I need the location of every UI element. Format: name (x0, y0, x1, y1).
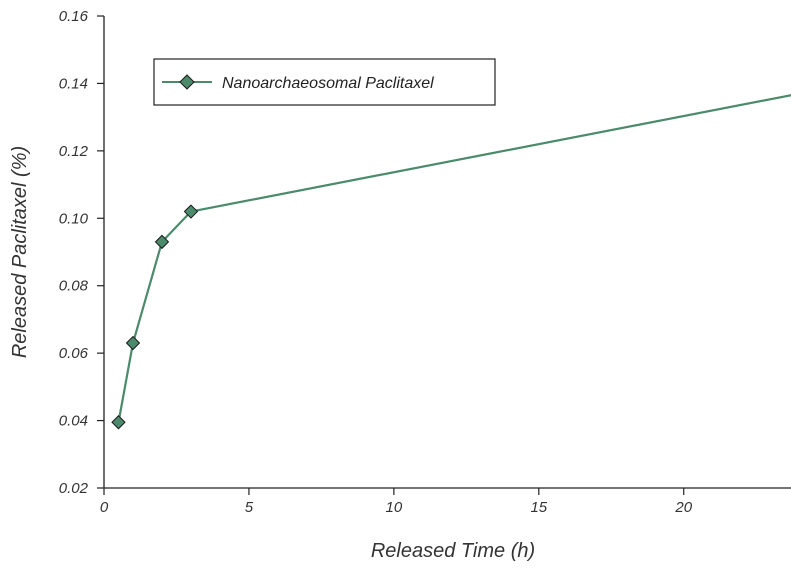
data-point (154, 234, 170, 250)
data-point (111, 415, 126, 430)
data-point (183, 204, 199, 219)
x-tick-label: 5 (245, 499, 254, 516)
legend: Nanoarchaeosomal Paclitaxel (153, 58, 496, 106)
y-axis-ticks: 0.02 0.04 0.06 0.08 0.10 0.12 0.14 0.16 (59, 8, 104, 497)
legend-series-label: Nanoarchaeosomal Paclitaxel (222, 75, 434, 92)
y-tick-label: 0.04 (59, 413, 88, 430)
y-tick-label: 0.14 (59, 75, 88, 92)
x-axis-ticks: 0 5 10 15 20 (100, 488, 693, 516)
x-axis-title: Released Time (h) (371, 540, 535, 562)
series-line (117, 94, 791, 423)
x-tick-label: 20 (674, 499, 692, 516)
axes (103, 16, 791, 489)
x-tick-label: 15 (530, 499, 547, 516)
x-tick-label: 0 (100, 499, 109, 516)
y-tick-label: 0.08 (59, 278, 89, 295)
y-axis-title: Released Paclitaxel (%) (9, 146, 31, 358)
y-tick-label: 0.10 (59, 210, 89, 227)
data-point (125, 335, 141, 351)
y-tick-label: 0.06 (59, 345, 89, 362)
y-tick-label: 0.12 (59, 143, 89, 160)
y-tick-label: 0.16 (59, 8, 89, 25)
x-tick-label: 10 (386, 499, 403, 516)
legend-series-marker (179, 74, 195, 90)
y-tick-label: 0.02 (59, 480, 89, 497)
series-layer (111, 94, 791, 430)
